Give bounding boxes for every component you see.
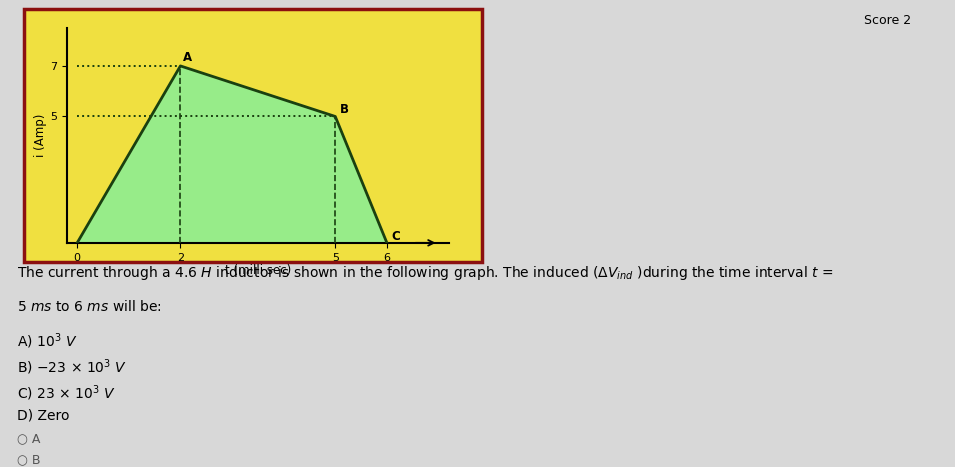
Y-axis label: i (Amp): i (Amp) [34,114,47,157]
Text: C) 23 $\times$ 10$^{3}$ $V$: C) 23 $\times$ 10$^{3}$ $V$ [17,383,116,403]
Text: B: B [339,104,349,116]
Text: C: C [391,230,400,243]
Text: ○ B: ○ B [17,453,41,466]
Text: B) $-$23 $\times$ 10$^{3}$ $V$: B) $-$23 $\times$ 10$^{3}$ $V$ [17,357,127,377]
Text: D) Zero: D) Zero [17,409,70,423]
Text: Score 2: Score 2 [864,14,911,27]
Polygon shape [77,66,387,243]
Text: A: A [183,51,192,64]
Text: 5 $ms$ to 6 $ms$ will be:: 5 $ms$ to 6 $ms$ will be: [17,299,162,314]
Text: The current through a 4.6 $H$ inductor is shown in the following graph. The indu: The current through a 4.6 $H$ inductor i… [17,264,834,282]
Text: ○ A: ○ A [17,432,40,445]
X-axis label: t (milli sec): t (milli sec) [224,264,291,277]
Text: A) 10$^{3}$ $V$: A) 10$^{3}$ $V$ [17,332,77,351]
